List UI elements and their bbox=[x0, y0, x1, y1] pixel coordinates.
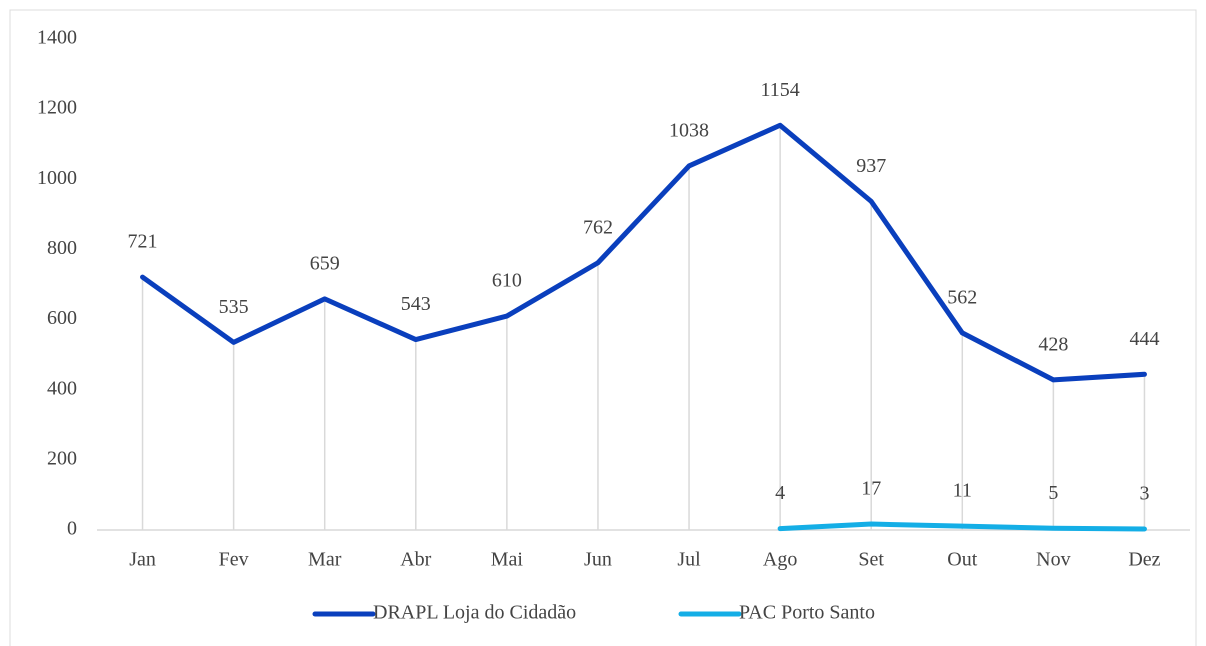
x-tick-label: Dez bbox=[1128, 549, 1160, 571]
data-label: 543 bbox=[401, 293, 431, 315]
y-tick-label: 600 bbox=[47, 307, 77, 329]
x-tick-label: Mai bbox=[491, 549, 524, 571]
data-label: 562 bbox=[947, 286, 977, 308]
y-tick-label: 1000 bbox=[37, 167, 77, 189]
chart-frame bbox=[9, 9, 1197, 646]
data-label: 937 bbox=[856, 155, 886, 177]
data-label: 1154 bbox=[760, 79, 799, 101]
data-label: 659 bbox=[310, 252, 340, 274]
series-line bbox=[777, 521, 1147, 532]
y-tick-label: 0 bbox=[67, 518, 77, 540]
x-tick-label: Ago bbox=[763, 549, 797, 571]
x-tick-label: Out bbox=[947, 549, 977, 571]
x-tick-label: Fev bbox=[219, 549, 249, 571]
data-label: 610 bbox=[492, 270, 522, 292]
data-label: 5 bbox=[1048, 482, 1058, 504]
legend-label: DRAPL Loja do Cidadão bbox=[373, 602, 576, 624]
data-label: 1038 bbox=[669, 120, 709, 142]
y-tick-label: 400 bbox=[47, 377, 77, 399]
data-label: 17 bbox=[861, 478, 881, 500]
x-tick-label: Mar bbox=[308, 549, 342, 571]
x-tick-label: Set bbox=[858, 549, 884, 571]
y-tick-label: 800 bbox=[47, 237, 77, 259]
y-tick-label: 1400 bbox=[37, 27, 77, 49]
x-tick-label: Jul bbox=[677, 549, 701, 571]
data-label: 721 bbox=[128, 231, 158, 253]
x-tick-label: Jun bbox=[584, 549, 612, 571]
y-tick-label: 1200 bbox=[37, 97, 77, 119]
y-tick-label: 200 bbox=[47, 447, 77, 469]
data-label: 428 bbox=[1038, 333, 1068, 355]
x-tick-label: Jan bbox=[129, 549, 156, 571]
data-label: 4 bbox=[775, 482, 785, 504]
x-tick-label: Abr bbox=[400, 549, 431, 571]
series-line bbox=[140, 122, 1147, 383]
data-label: 444 bbox=[1129, 328, 1159, 350]
legend-label: PAC Porto Santo bbox=[739, 602, 875, 624]
x-tick-label: Nov bbox=[1036, 549, 1070, 571]
data-label: 535 bbox=[219, 296, 249, 318]
data-label: 11 bbox=[953, 480, 972, 502]
data-label: 762 bbox=[583, 216, 613, 238]
data-label: 3 bbox=[1139, 483, 1149, 505]
